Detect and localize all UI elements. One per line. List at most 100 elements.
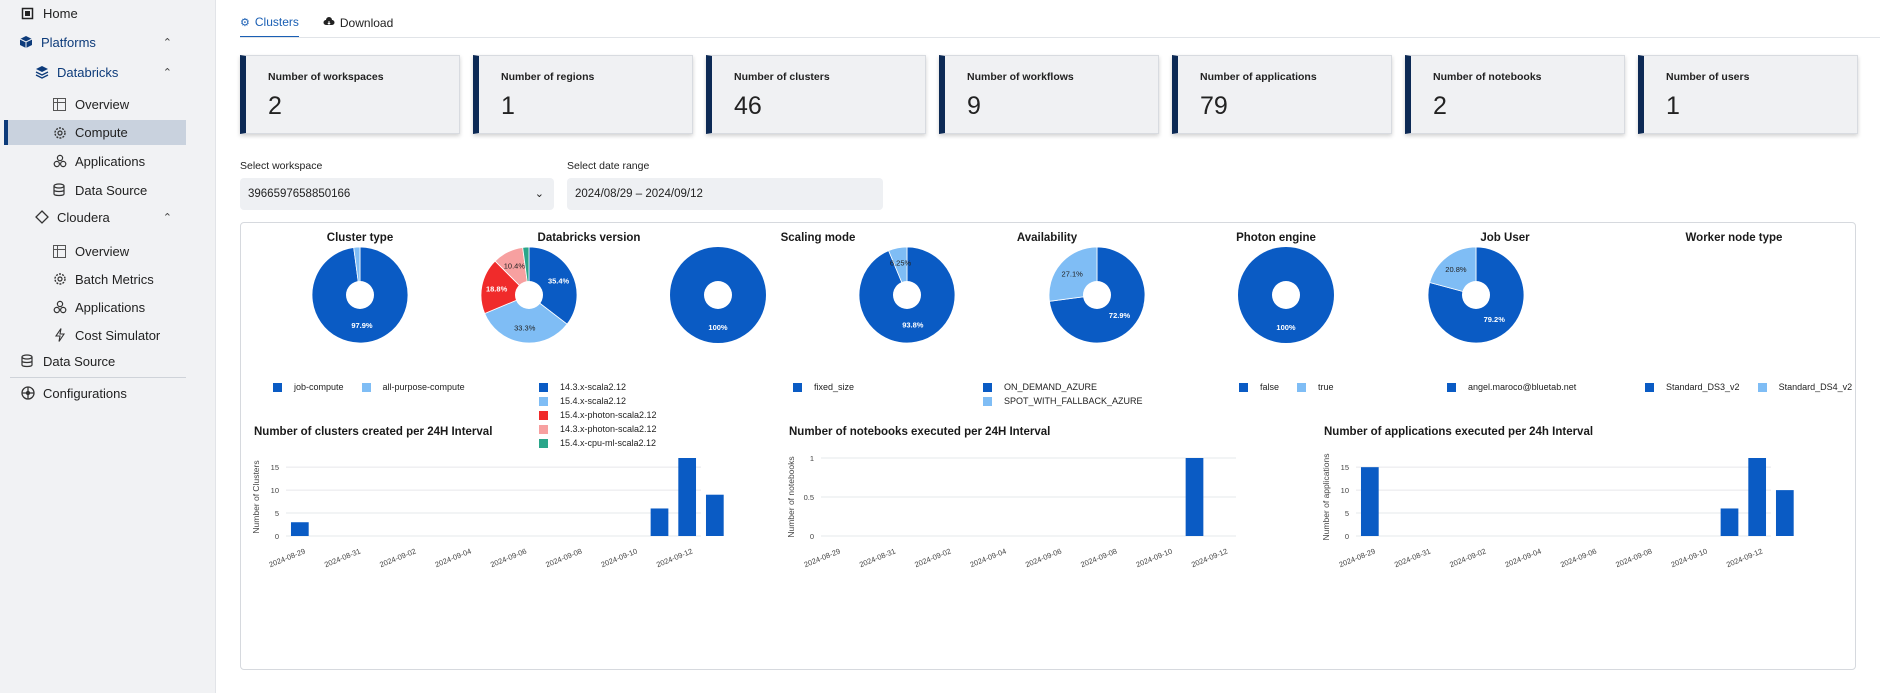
nav-cloudera[interactable]: Cloudera ⌃ — [34, 206, 172, 228]
y-tick-label: 0 — [275, 532, 279, 541]
pie-data-label: 20.8% — [1445, 265, 1467, 274]
x-tick-label: 2024-09-10 — [1670, 547, 1709, 570]
legend-item: job-compute — [273, 380, 344, 394]
x-tick-label: 2024-09-12 — [1725, 547, 1764, 570]
pie-slice — [528, 246, 578, 325]
y-tick-label: 5 — [1345, 509, 1349, 518]
pie-slice — [480, 260, 530, 315]
legend-item: fixed_size — [793, 380, 854, 394]
legend-item: all-purpose-compute — [361, 380, 465, 394]
nav-cloudera-cost-simulator[interactable]: Cost Simulator — [52, 324, 182, 346]
pie-data-label: 10.4% — [504, 261, 526, 270]
main-content: ⚙ Clusters Download Number of workspaces… — [216, 0, 1895, 693]
stat-value: 46 — [734, 92, 762, 120]
y-axis-label: Number of Clusters — [251, 460, 261, 533]
legend-label: ON_DEMAND_AZURE — [1004, 382, 1098, 392]
legend-item: 14.3.x-scala2.12 — [539, 380, 657, 394]
workspace-select-value: 3966597658850166 — [248, 188, 351, 200]
database-icon — [20, 354, 35, 369]
nav-platforms[interactable]: Platforms ⌃ — [18, 31, 172, 53]
stat-label: Number of workflows — [967, 71, 1074, 83]
nav-databricks-compute[interactable]: Compute — [4, 120, 186, 145]
x-tick-label: 2024-09-08 — [1614, 547, 1653, 570]
chevron-down-icon: ⌄ — [534, 188, 544, 200]
legend-label: 14.3.x-photon-scala2.12 — [560, 424, 657, 434]
legend-availability: ON_DEMAND_AZURE SPOT_WITH_FALLBACK_AZURE — [983, 380, 1143, 408]
nav-databricks-overview-label: Overview — [75, 96, 130, 112]
legend-label: angel.maroco@bluetab.net — [1468, 382, 1577, 392]
nav-cloudera-applications[interactable]: Applications — [52, 296, 182, 318]
bar — [1748, 458, 1767, 536]
pie-title-photon-engine: Photon engine — [1236, 232, 1316, 244]
pie-hole — [1083, 281, 1111, 309]
nav-home[interactable]: Home — [20, 2, 190, 24]
tab-clusters[interactable]: ⚙ Clusters — [240, 8, 299, 38]
legend-swatch — [1757, 382, 1767, 392]
stat-card-workflows: Number of workflows 9 — [939, 55, 1159, 134]
pie-data-label: 18.8% — [486, 285, 508, 294]
legend-swatch — [361, 382, 371, 392]
x-tick-label: 2024-09-02 — [1448, 547, 1487, 570]
bar — [1775, 490, 1794, 536]
diamond-icon — [34, 210, 49, 225]
x-tick-label: 2024-09-08 — [1079, 547, 1118, 570]
x-tick-label: 2024-09-12 — [1190, 547, 1229, 570]
nav-cloudera-batch-metrics[interactable]: Batch Metrics — [52, 268, 182, 290]
legend-item: SPOT_WITH_FALLBACK_AZURE — [983, 394, 1143, 408]
workspace-select-label: Select workspace — [240, 160, 323, 172]
legend-label: 14.3.x-scala2.12 — [560, 382, 627, 392]
pie-title-databricks-version: Databricks version — [537, 232, 641, 244]
legend-swatch — [539, 438, 548, 448]
legend-databricks-version: 14.3.x-scala2.12 15.4.x-scala2.12 15.4.x… — [539, 380, 657, 450]
x-tick-label: 2024-09-02 — [378, 547, 417, 570]
legend-swatch — [1239, 382, 1248, 392]
y-tick-label: 0.5 — [804, 493, 814, 502]
legend-item: ON_DEMAND_AZURE — [983, 380, 1143, 394]
stat-card-notebooks: Number of notebooks 2 — [1405, 55, 1625, 134]
pie-data-label: 72.9% — [1109, 311, 1131, 320]
charts-panel: 97.9% 35.4% 33.3% 18.8% 10.4% 100% 93.8% 6.25% 7… — [240, 222, 1856, 670]
stat-card-applications: Number of applications 79 — [1172, 55, 1392, 134]
nav-databricks-compute-label: Compute — [75, 125, 128, 140]
bar — [1720, 508, 1739, 536]
date-range-input[interactable]: 2024/08/29 – 2024/09/12 — [567, 178, 883, 210]
stat-card-regions: Number of regions 1 — [473, 55, 693, 134]
pie-data-label: 27.1% — [1062, 269, 1084, 278]
workspace-select[interactable]: 3966597658850166 ⌄ — [240, 178, 554, 210]
nav-cloudera-overview[interactable]: Overview — [52, 240, 182, 262]
nav-databricks[interactable]: Databricks ⌃ — [34, 61, 172, 83]
chevron-up-icon: ⌃ — [162, 66, 172, 79]
apps-icon — [52, 154, 67, 169]
nav-cloudera-batch-metrics-label: Batch Metrics — [75, 271, 154, 287]
bar — [650, 508, 669, 536]
legend-swatch — [1645, 382, 1654, 392]
tab-download[interactable]: Download — [323, 8, 393, 38]
nav-databricks-applications-label: Applications — [75, 153, 146, 169]
pie-data-label: 100% — [708, 323, 728, 332]
nav-platforms-label: Platforms — [41, 34, 96, 50]
legend-swatch — [1297, 382, 1307, 392]
nav-databricks-overview[interactable]: Overview — [52, 93, 182, 115]
cube-icon — [18, 35, 33, 50]
legend-label: 15.4.x-scala2.12 — [560, 396, 627, 406]
pie-data-label: 79.2% — [1484, 315, 1506, 324]
nav-configurations[interactable]: Configurations — [20, 382, 180, 404]
database-icon — [52, 183, 67, 198]
nav-databricks-datasource[interactable]: Data Source — [52, 179, 182, 201]
x-tick-label: 2024-09-02 — [913, 547, 952, 570]
stat-value: 9 — [967, 92, 981, 120]
stat-value: 2 — [1433, 92, 1447, 120]
bar — [678, 458, 697, 536]
legend-item: 15.4.x-scala2.12 — [539, 394, 657, 408]
legend-item: 15.4.x-photon-scala2.12 — [539, 408, 657, 422]
legend-worker-node-type: Standard_DS3_v2 Standard_DS4_v2 — [1645, 380, 1852, 394]
grid-icon — [52, 244, 67, 259]
pie-hole — [1272, 281, 1300, 309]
gear-icon — [52, 125, 67, 140]
legend-scaling-mode: fixed_size — [793, 380, 854, 394]
stat-value: 2 — [268, 92, 282, 120]
legend-item: angel.maroco@bluetab.net — [1447, 380, 1576, 394]
nav-databricks-applications[interactable]: Applications — [52, 150, 182, 172]
pie-slice — [1048, 246, 1098, 302]
nav-datasource[interactable]: Data Source — [20, 350, 180, 372]
